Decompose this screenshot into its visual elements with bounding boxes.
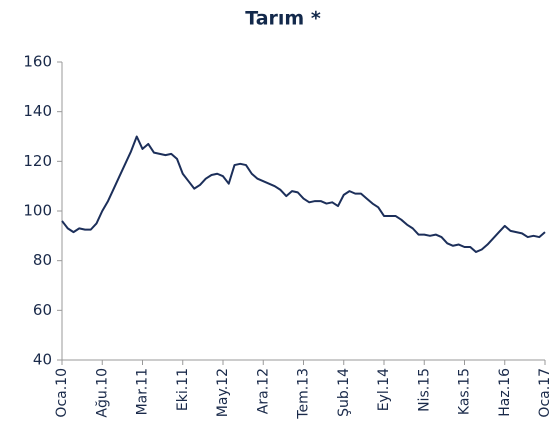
x-tick-label: Nis.15 [416, 368, 432, 412]
x-tick-label: Eyl.14 [376, 368, 392, 411]
y-tick-label: 40 [33, 351, 52, 369]
x-tick-label: Oca.17 [537, 368, 553, 418]
x-tick-label: Mar.11 [135, 368, 151, 415]
x-tick-label: Tem.13 [296, 368, 312, 420]
y-tick-label: 100 [23, 202, 52, 220]
x-tick-label: Ağu.10 [94, 368, 110, 418]
x-tick-label: Eki.11 [175, 368, 191, 411]
y-tick-label: 80 [33, 251, 52, 269]
y-tick-label: 60 [33, 301, 52, 319]
y-tick-label: 140 [23, 102, 52, 120]
x-tick-label: Haz.16 [497, 368, 513, 417]
line [61, 135, 546, 253]
x-tick-label: Kas.15 [457, 368, 473, 415]
x-tick-label: May.12 [215, 368, 231, 417]
x-tick-label: Ara.12 [255, 368, 271, 414]
y-tick-label: 120 [23, 152, 52, 170]
y-tick-label: 160 [23, 53, 52, 71]
x-tick-label: Şub.14 [336, 368, 352, 417]
chart-title: Tarım * [245, 8, 321, 30]
x-tick-label: Oca.10 [54, 368, 70, 418]
